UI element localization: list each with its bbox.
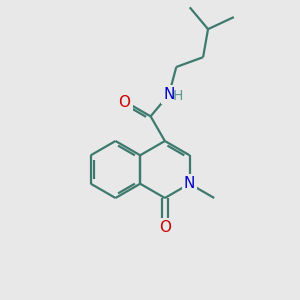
Text: H: H [172,89,182,103]
Text: N: N [184,176,195,191]
Text: O: O [159,220,171,236]
Text: N: N [163,87,175,102]
Text: O: O [118,94,130,110]
